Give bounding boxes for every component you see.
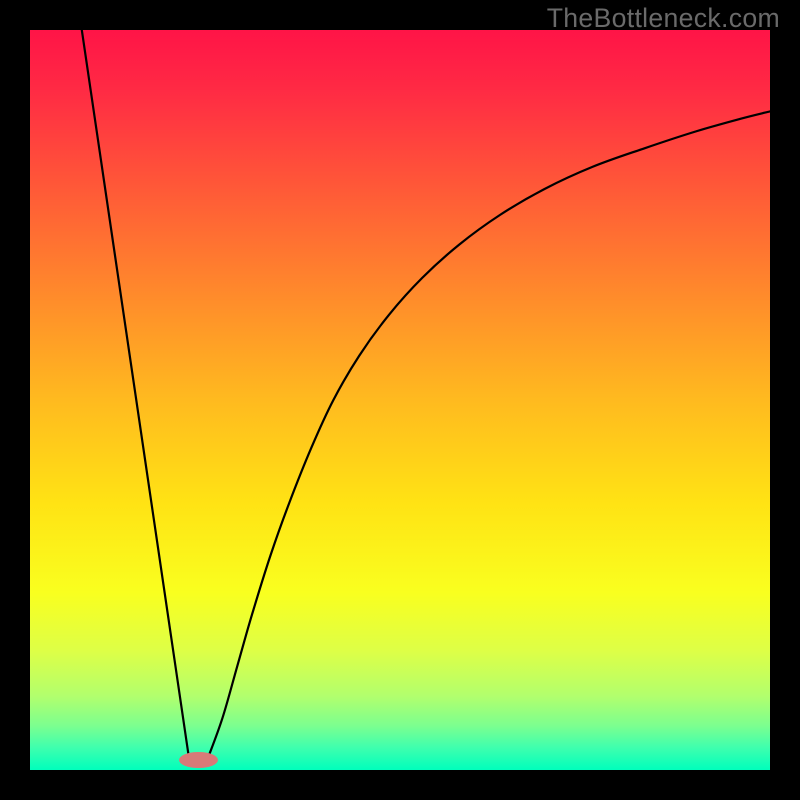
curve-layer	[30, 30, 770, 770]
curve-right-curve	[208, 111, 770, 759]
plot-area	[30, 30, 770, 770]
watermark-text: TheBottleneck.com	[547, 3, 780, 34]
minimum-marker	[179, 752, 217, 768]
bottleneck-chart: TheBottleneck.com	[0, 0, 800, 800]
curve-left-v	[82, 30, 189, 759]
